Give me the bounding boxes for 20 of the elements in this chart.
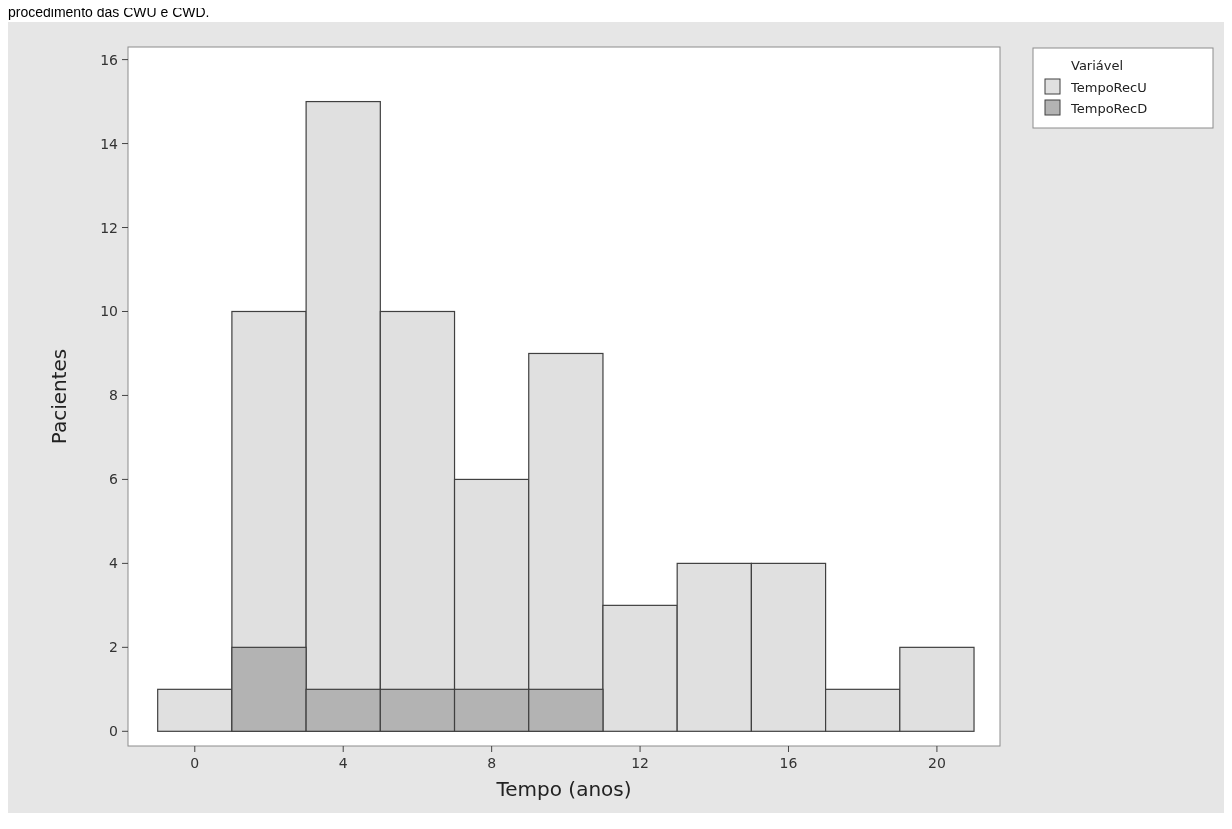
legend-title: Variável <box>1071 58 1124 73</box>
x-tick-label: 12 <box>631 755 649 771</box>
legend-label: TempoRecU <box>1070 80 1147 95</box>
x-tick-label: 8 <box>487 755 497 771</box>
y-tick-label: 6 <box>109 471 119 488</box>
y-tick-label: 12 <box>100 219 118 236</box>
x-axis-title: Tempo (anos) <box>495 777 632 801</box>
y-tick-label: 16 <box>100 51 119 68</box>
y-tick-label: 2 <box>109 639 118 656</box>
x-tick-label: 20 <box>928 755 946 771</box>
y-tick-label: 0 <box>109 723 118 740</box>
y-tick-label: 10 <box>100 303 118 320</box>
y-tick-label: 8 <box>109 387 118 404</box>
y-axis-title: Pacientes <box>47 348 71 445</box>
y-tick-label: 4 <box>109 555 119 572</box>
x-tick-label: 16 <box>779 755 798 771</box>
y-tick-label: 14 <box>100 135 119 152</box>
legend-label: TempoRecD <box>1070 101 1148 116</box>
x-tick-label: 0 <box>190 755 200 771</box>
x-tick-label: 4 <box>338 755 348 771</box>
